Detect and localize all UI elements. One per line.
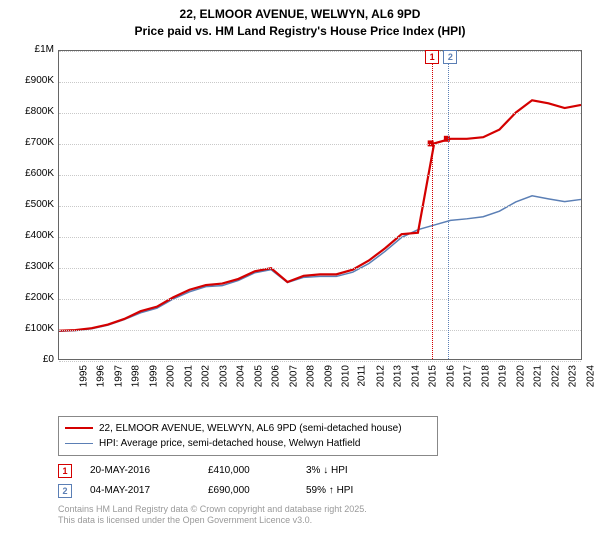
y-tick-label: £800K: [10, 106, 54, 117]
sales-table: 1 20-MAY-2016 £410,000 3% ↓ HPI 2 04-MAY-2017…: [58, 464, 590, 498]
series-hpi: [59, 195, 581, 331]
x-tick-label: 1996: [96, 365, 107, 387]
x-tick-label: 2011: [357, 365, 368, 387]
legend-label: HPI: Average price, semi-detached house,…: [99, 436, 360, 451]
legend-row: 22, ELMOOR AVENUE, WELWYN, AL6 9PD (semi…: [65, 421, 431, 436]
legend-label: 22, ELMOOR AVENUE, WELWYN, AL6 9PD (semi…: [99, 421, 402, 436]
footer: Contains HM Land Registry data © Crown c…: [58, 504, 590, 527]
x-tick-label: 2016: [445, 365, 456, 387]
x-tick-label: 2013: [393, 365, 404, 387]
x-tick-label: 2018: [480, 365, 491, 387]
x-tick-label: 1997: [113, 365, 124, 387]
y-tick-label: £700K: [10, 137, 54, 148]
sale-price: £690,000: [208, 485, 288, 496]
legend: 22, ELMOOR AVENUE, WELWYN, AL6 9PD (semi…: [58, 416, 438, 456]
gridline: [59, 51, 581, 52]
y-tick-label: £0: [10, 354, 54, 365]
y-tick-label: £1M: [10, 44, 54, 55]
sale-date: 20-MAY-2016: [90, 465, 190, 476]
x-tick-label: 2006: [270, 365, 281, 387]
y-tick-label: £500K: [10, 199, 54, 210]
sale-delta: 59% ↑ HPI: [306, 485, 396, 496]
x-tick-label: 2009: [323, 365, 334, 387]
gridline: [59, 206, 581, 207]
x-tick-label: 2012: [375, 365, 386, 387]
x-tick-label: 1999: [148, 365, 159, 387]
gridline: [59, 175, 581, 176]
x-tick-label: 2017: [463, 365, 474, 387]
sale-date: 04-MAY-2017: [90, 485, 190, 496]
chart-title-block: 22, ELMOOR AVENUE, WELWYN, AL6 9PD Price…: [10, 6, 590, 40]
x-tick-label: 2008: [305, 365, 316, 387]
x-tick-label: 2022: [550, 365, 561, 387]
legend-swatch: [65, 443, 93, 444]
footer-line2: This data is licensed under the Open Gov…: [58, 515, 590, 527]
event-marker-2: 2: [443, 50, 457, 64]
gridline: [59, 361, 581, 362]
x-tick-label: 2001: [183, 365, 194, 387]
chart-area: £0 £100K £200K £300K £400K £500K £600K £700K £80…: [10, 44, 588, 412]
x-tick-label: 2019: [497, 365, 508, 387]
chart-title-line1: 22, ELMOOR AVENUE, WELWYN, AL6 9PD: [10, 6, 590, 23]
sale-marker: 2: [58, 484, 72, 498]
x-tick-label: 2004: [235, 365, 246, 387]
gridline: [59, 82, 581, 83]
legend-row: HPI: Average price, semi-detached house,…: [65, 436, 431, 451]
x-tick-label: 1995: [78, 365, 89, 387]
chart-svg: [59, 51, 581, 359]
gridline: [59, 237, 581, 238]
sale-price: £410,000: [208, 465, 288, 476]
x-tick-label: 2007: [288, 365, 299, 387]
x-tick-label: 2014: [410, 365, 421, 387]
event-line-2: [448, 51, 449, 359]
y-tick-label: £200K: [10, 292, 54, 303]
gridline: [59, 144, 581, 145]
legend-swatch: [65, 427, 93, 429]
plot-area: 12: [58, 50, 582, 360]
gridline: [59, 330, 581, 331]
x-tick-label: 2021: [532, 365, 543, 387]
container: 22, ELMOOR AVENUE, WELWYN, AL6 9PD Price…: [0, 0, 600, 560]
x-tick-label: 2003: [218, 365, 229, 387]
x-tick-label: 2005: [253, 365, 264, 387]
y-tick-label: £400K: [10, 230, 54, 241]
chart-title-line2: Price paid vs. HM Land Registry's House …: [10, 23, 590, 40]
x-tick-label: 2010: [340, 365, 351, 387]
series-price_paid: [59, 100, 581, 330]
event-marker-1: 1: [425, 50, 439, 64]
y-tick-label: £100K: [10, 323, 54, 334]
footer-line1: Contains HM Land Registry data © Crown c…: [58, 504, 590, 516]
sale-row: 2 04-MAY-2017 £690,000 59% ↑ HPI: [58, 484, 590, 498]
gridline: [59, 299, 581, 300]
x-tick-label: 2015: [428, 365, 439, 387]
sale-delta: 3% ↓ HPI: [306, 465, 396, 476]
gridline: [59, 268, 581, 269]
x-tick-label: 2023: [567, 365, 578, 387]
event-line-1: [432, 51, 433, 359]
sale-marker: 1: [58, 464, 72, 478]
gridline: [59, 113, 581, 114]
x-tick-label: 1998: [131, 365, 142, 387]
y-tick-label: £600K: [10, 168, 54, 179]
y-tick-label: £900K: [10, 75, 54, 86]
y-tick-label: £300K: [10, 261, 54, 272]
x-tick-label: 2002: [201, 365, 212, 387]
x-tick-label: 2000: [166, 365, 177, 387]
x-tick-label: 2020: [515, 365, 526, 387]
sale-row: 1 20-MAY-2016 £410,000 3% ↓ HPI: [58, 464, 590, 478]
x-tick-label: 2024: [585, 365, 596, 387]
